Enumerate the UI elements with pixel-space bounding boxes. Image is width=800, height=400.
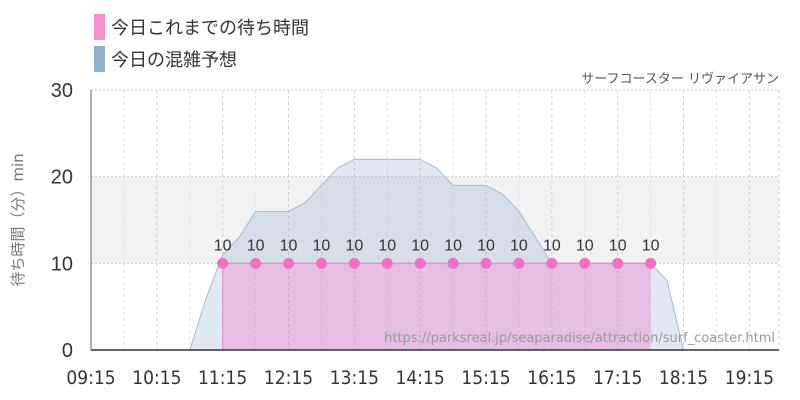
x-tick-label: 11:15 — [198, 367, 247, 389]
data-point — [217, 257, 229, 269]
data-label: 10 — [247, 237, 265, 254]
y-tick-label: 30 — [51, 80, 73, 102]
forecast-area — [91, 159, 766, 350]
legend-swatch-forecast — [94, 46, 105, 72]
data-label: 10 — [444, 237, 462, 254]
data-label: 10 — [576, 237, 594, 254]
y-tick-label: 0 — [62, 340, 73, 362]
source-url: https://parksreal.jp/seaparadise/attract… — [384, 331, 775, 346]
data-label: 10 — [313, 237, 331, 254]
data-label: 10 — [345, 237, 363, 254]
x-tick-label: 09:15 — [66, 367, 115, 389]
wait-time-area — [222, 263, 651, 350]
x-tick-label: 17:15 — [593, 367, 642, 389]
data-point — [579, 257, 591, 269]
data-label: 10 — [609, 237, 627, 254]
data-point — [480, 257, 492, 269]
y-tick-label: 10 — [51, 253, 73, 275]
data-label: 10 — [543, 237, 561, 254]
data-points: 10 10 10 10 10 10 10 10 10 10 10 10 10 10 — [214, 237, 660, 269]
legend-item-forecast: 今日の混雑予想 — [94, 46, 237, 72]
data-point — [381, 257, 393, 269]
legend-item-wait-times: 今日これまでの待ち時間 — [94, 14, 309, 40]
data-label: 10 — [214, 237, 232, 254]
highlight-band — [91, 176, 779, 264]
data-point — [447, 257, 459, 269]
x-tick-label: 15:15 — [461, 367, 510, 389]
y-tick-label: 20 — [51, 167, 73, 189]
axes: 09:15 10:15 11:15 12:15 13:15 14:15 15:15 16:15… — [51, 80, 779, 389]
data-point — [348, 257, 360, 269]
data-point — [250, 257, 262, 269]
legend-label-wait-times: 今日これまでの待ち時間 — [111, 18, 309, 39]
areas — [91, 158, 766, 351]
data-point — [513, 257, 525, 269]
x-tick-label: 18:15 — [659, 367, 708, 389]
data-point — [546, 257, 558, 269]
data-label: 10 — [280, 237, 298, 254]
legend-swatch-wait-times — [94, 14, 105, 40]
data-label: 10 — [378, 237, 396, 254]
x-tick-label: 14:15 — [396, 367, 445, 389]
data-label: 10 — [477, 237, 495, 254]
y-axis-label: 待ち時間（分）min — [9, 153, 27, 286]
data-point — [645, 257, 657, 269]
data-point — [315, 257, 327, 269]
legend-label-forecast: 今日の混雑予想 — [111, 50, 237, 71]
x-tick-label: 10:15 — [132, 367, 181, 389]
data-point — [283, 257, 295, 269]
x-tick-label: 16:15 — [527, 367, 576, 389]
x-tick-label: 13:15 — [330, 367, 379, 389]
x-tick-label: 19:15 — [725, 367, 774, 389]
x-tick-label: 12:15 — [264, 367, 313, 389]
data-label: 10 — [510, 237, 528, 254]
data-label: 10 — [642, 237, 660, 254]
data-point — [414, 257, 426, 269]
data-point — [612, 257, 624, 269]
data-label: 10 — [411, 237, 429, 254]
grid — [90, 89, 780, 350]
chart-title: サーフコースター リヴァイアサン — [581, 71, 779, 87]
